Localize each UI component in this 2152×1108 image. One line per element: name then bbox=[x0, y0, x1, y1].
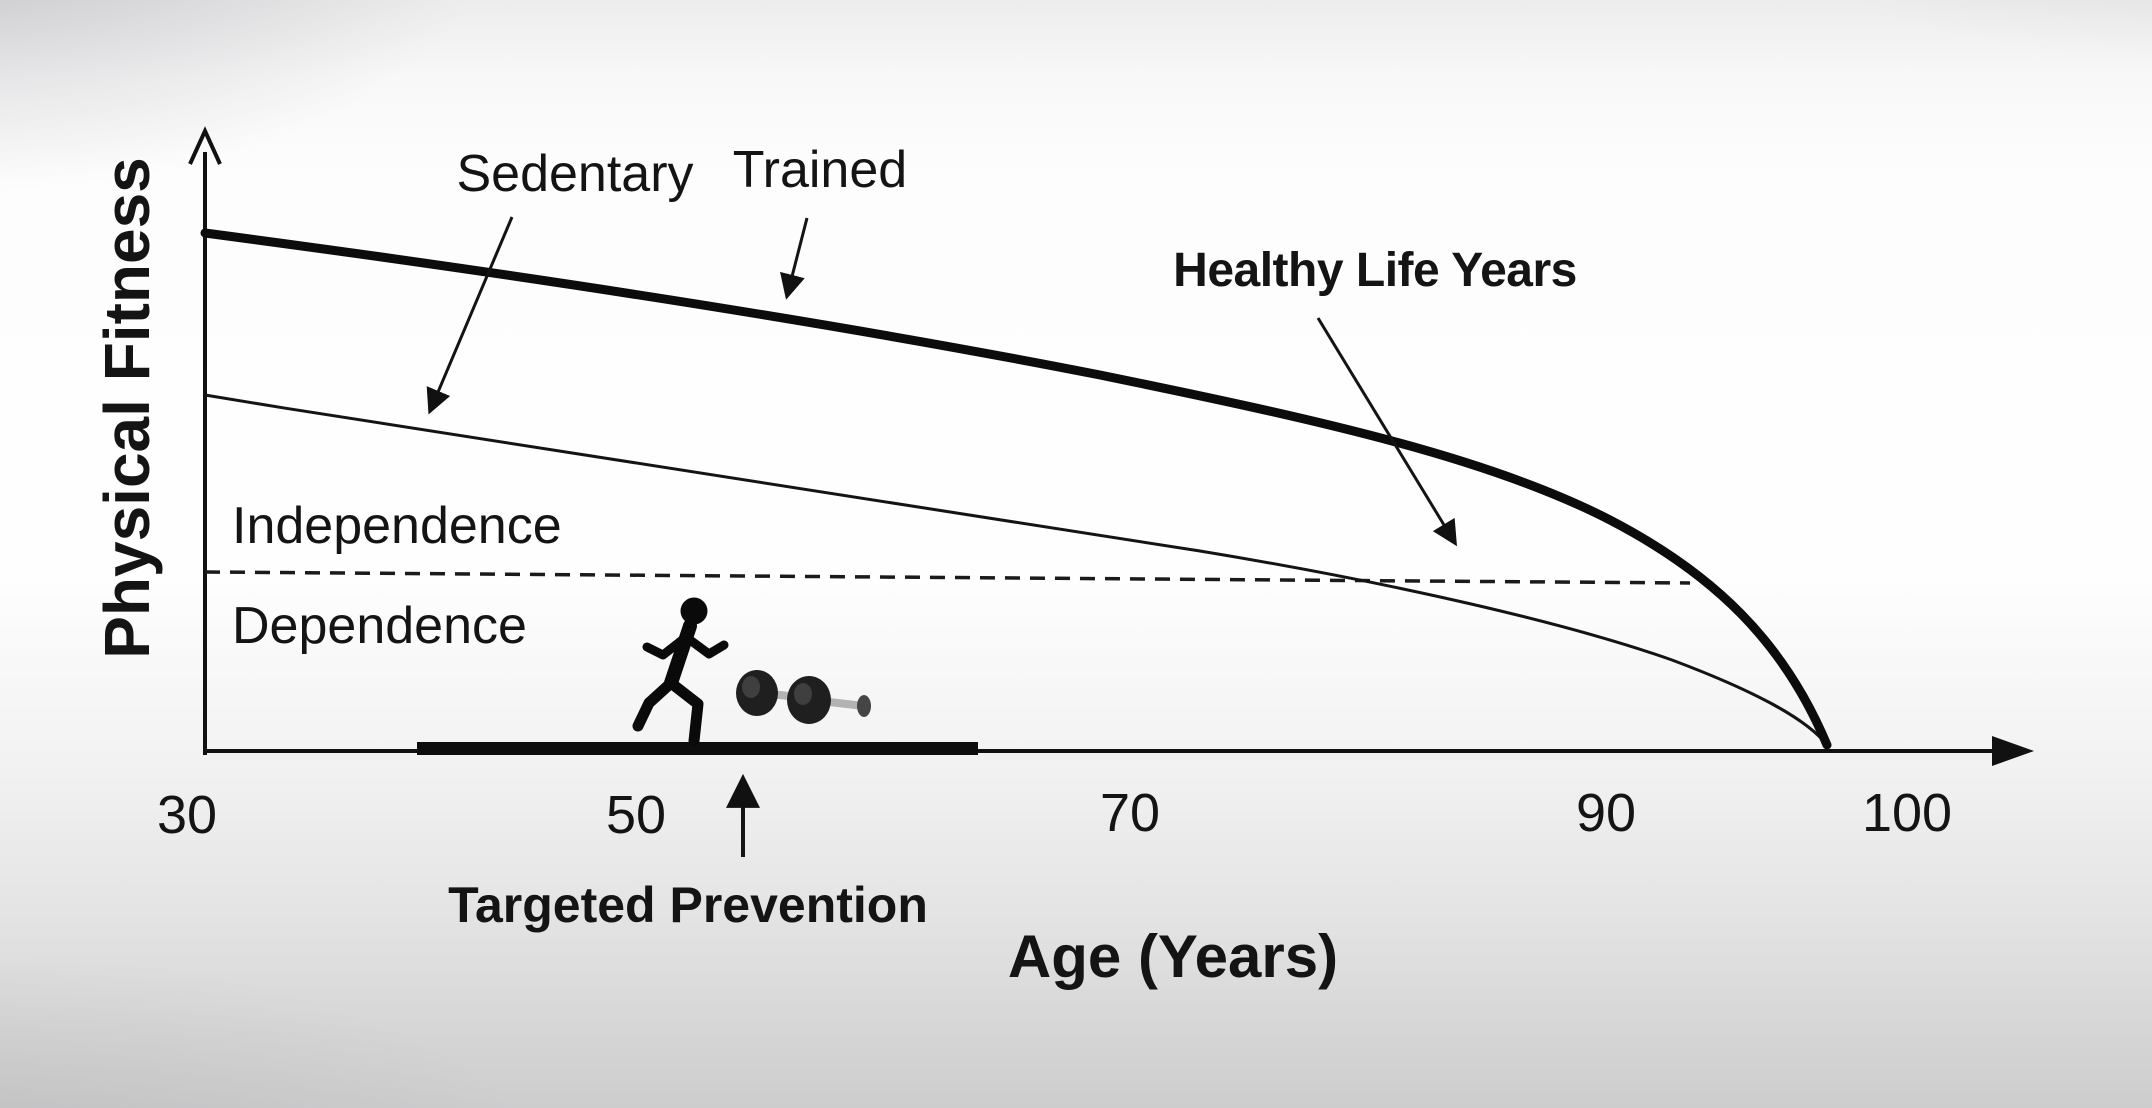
healthy-life-years-label: Healthy Life Years bbox=[1173, 244, 1577, 297]
x-tick-50: 50 bbox=[605, 785, 667, 845]
independence-zone-label: Independence bbox=[232, 497, 562, 555]
sedentary-curve-label: Sedentary bbox=[456, 145, 694, 203]
trained-curve-label: Trained bbox=[732, 141, 908, 199]
sedentary-pointer-arrow-icon bbox=[426, 216, 514, 415]
targeted-prevention-label: Targeted Prevention bbox=[448, 877, 928, 933]
trained-pointer-arrow-icon bbox=[780, 217, 809, 300]
targeted-prevention-bar bbox=[417, 742, 978, 755]
y-axis-label: Physical Fitness bbox=[91, 157, 163, 659]
independence-threshold-dashed-line bbox=[204, 570, 1691, 585]
sedentary-curve bbox=[204, 393, 1829, 746]
x-tick-70: 70 bbox=[1099, 783, 1161, 843]
y-axis-arrow-icon bbox=[188, 126, 222, 165]
x-tick-90: 90 bbox=[1575, 783, 1637, 843]
trained-curve bbox=[200, 228, 1832, 750]
runner-icon bbox=[632, 597, 729, 747]
x-tick-30: 30 bbox=[156, 785, 218, 845]
x-axis-label: Age (Years) bbox=[1007, 923, 1339, 990]
x-tick-100: 100 bbox=[1861, 783, 1953, 843]
dumbbell-icon bbox=[736, 670, 871, 724]
healthy-life-years-pointer-arrow-icon bbox=[1316, 317, 1457, 547]
dependence-zone-label: Dependence bbox=[232, 597, 527, 655]
x-axis-arrow-icon bbox=[1992, 736, 2034, 766]
